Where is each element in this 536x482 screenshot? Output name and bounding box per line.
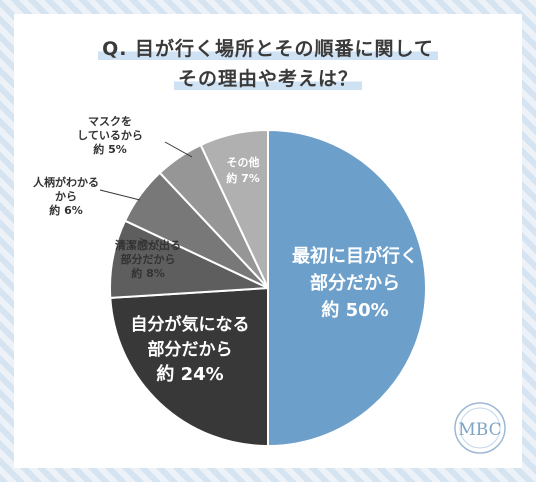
chart-title-line2: その理由や考えは？ <box>0 64 536 91</box>
slice-label-line-5: その他 <box>227 155 260 169</box>
slice-value-2: 約 8% <box>131 266 165 280</box>
leader-line-2 <box>139 237 161 252</box>
slice-label-3: 人柄がわかるから約 6% <box>33 175 99 217</box>
slice-label-line-0: 部分だから <box>310 272 400 294</box>
slice-label-line-4: マスクを <box>88 115 132 128</box>
chart-title-line1: Q. 目が行く場所とその順番に関して <box>0 34 536 61</box>
slice-label-line-0: 最初に目が行く <box>292 245 418 267</box>
pie-slice-5 <box>199 128 269 289</box>
slice-label-line-4: しているから <box>77 129 143 142</box>
slice-label-line-2: 清潔感が出る <box>115 238 181 252</box>
mbc-logo: MBC <box>454 402 506 454</box>
slice-label-line-3: 人柄がわかる <box>33 175 99 189</box>
slice-value-5: 約 7% <box>226 171 260 185</box>
svg-text:MBC: MBC <box>458 420 501 440</box>
pie-slice-0 <box>267 128 427 448</box>
slice-label-2: 清潔感が出る部分だから約 8% <box>115 238 181 280</box>
slice-label-line-1: 部分だから <box>148 339 233 360</box>
slice-value-4: 約 5% <box>93 142 127 156</box>
slice-label-4: マスクをしているから約 5% <box>77 115 143 156</box>
slice-value-1: 約 24% <box>156 363 223 385</box>
slice-label-line-3: から <box>55 190 77 203</box>
slice-label-5: その他約 7% <box>226 155 260 185</box>
slice-label-0: 最初に目が行く部分だから約 50% <box>292 245 418 321</box>
slice-label-line-2: 部分だから <box>121 252 176 266</box>
pie-slice-1 <box>109 286 269 448</box>
leader-line-4 <box>164 141 193 158</box>
leader-line-3 <box>99 189 141 201</box>
slice-label-line-1: 自分が気になる <box>131 314 250 335</box>
slice-label-1: 自分が気になる部分だから約 24% <box>131 314 250 385</box>
slice-value-3: 約 6% <box>49 203 83 217</box>
slice-value-0: 約 50% <box>321 299 388 321</box>
